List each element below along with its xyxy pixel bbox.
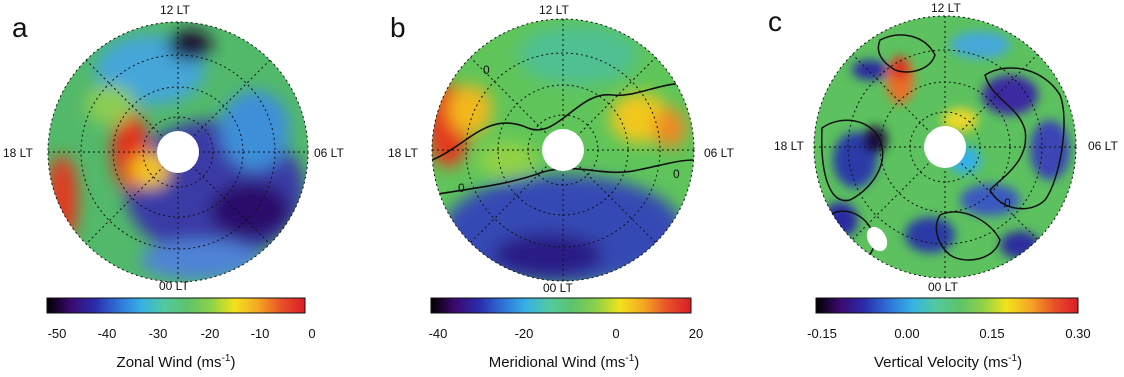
missing-data-patch	[866, 226, 888, 252]
colorbar-tick: -10	[250, 326, 270, 341]
pole-hole	[542, 129, 584, 171]
polar-map	[431, 18, 695, 282]
zero-contour	[432, 82, 694, 161]
panel-vertical-velocity: c 12 LT 18 LT 06 LT 00 LT	[760, 0, 1124, 377]
lt-label-left: 18 LT	[774, 139, 804, 153]
contour-label: 0	[673, 167, 680, 181]
colorbar-tick: -20	[514, 326, 534, 341]
contour-label: 0	[1004, 196, 1011, 210]
pole-hole	[924, 126, 966, 168]
colorbar-tick: -50	[47, 326, 67, 341]
lt-label-right: 06 LT	[314, 146, 344, 160]
colorbar	[815, 297, 1079, 314]
polar-map	[813, 15, 1077, 279]
colorbar-title: Zonal Wind (ms-1)	[116, 353, 236, 371]
panel-label: a	[12, 12, 28, 43]
colorbar-tick: 0.00	[894, 326, 920, 341]
lt-label-left: 18 LT	[3, 146, 33, 160]
polar-map	[47, 21, 309, 283]
lt-label-bottom: 00 LT	[543, 281, 573, 295]
panel-label: b	[390, 12, 406, 43]
lt-label-top: 12 LT	[931, 1, 961, 15]
lt-label-bottom: 00 LT	[928, 280, 958, 294]
lt-label-top: 12 LT	[160, 3, 190, 17]
panel-meridional-wind: b 12 LT 18 LT 06 LT 00 LT	[378, 0, 748, 377]
colorbar-tick: -0.15	[807, 326, 837, 341]
colorbar-tick: 0	[308, 326, 316, 341]
colorbar-title: Vertical Velocity (ms-1)	[873, 353, 1023, 371]
colorbar-tick: 0	[612, 326, 620, 341]
lt-label-top: 12 LT	[539, 3, 569, 17]
lt-label-right: 06 LT	[704, 146, 734, 160]
colorbar-tick: -40	[428, 326, 448, 341]
colorbar-tick: -40	[97, 326, 117, 341]
colorbar-tick: -20	[200, 326, 220, 341]
panel-zonal-wind: a 12 LT 18 LT 06 LT 00 LT	[0, 0, 370, 377]
colorbar-tick: -30	[148, 326, 168, 341]
contour-label: 0	[483, 63, 490, 77]
lt-label-left: 18 LT	[388, 146, 418, 160]
colorbar-tick: 20	[688, 326, 704, 341]
zero-contour	[432, 159, 694, 196]
colorbar	[46, 297, 306, 314]
lt-label-bottom: 00 LT	[159, 279, 189, 293]
colorbar-tick: 0.30	[1065, 326, 1091, 341]
colorbar-tick: 0.15	[979, 326, 1005, 341]
colorbar-title: Meridional Wind (ms-1)	[488, 353, 640, 371]
lt-label-right: 06 LT	[1088, 139, 1118, 153]
colorbar	[430, 297, 692, 314]
zero-contour	[821, 34, 1065, 266]
pole-hole	[157, 131, 199, 173]
panel-label: c	[768, 6, 782, 37]
contour-label: 0	[458, 181, 465, 195]
